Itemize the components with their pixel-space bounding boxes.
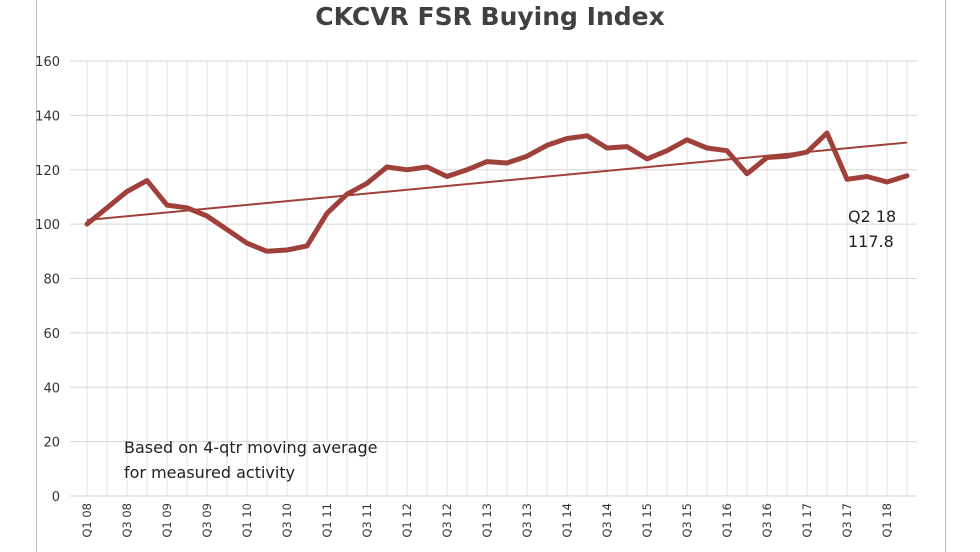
series-line [84,130,910,254]
y-tick-label: 20 [43,436,60,451]
x-tick-label: Q3 09 [200,503,214,538]
x-tick-label: Q1 10 [240,503,254,538]
y-tick-label: 160 [35,55,60,70]
x-tick-label: Q3 14 [600,503,614,538]
y-tick-label: 120 [35,164,60,179]
annotation-quarter: Q2 18 [848,207,897,226]
x-tick-label: Q1 09 [160,503,174,538]
x-tick-label: Q1 18 [880,503,894,538]
x-tick-label: Q1 15 [640,503,654,538]
x-tick-label: Q3 17 [840,503,854,538]
method-note-line-1: Based on 4-qtr moving average [124,438,378,457]
x-tick-label: Q1 12 [400,503,414,538]
y-tick-label: 0 [52,490,60,505]
y-tick-label: 60 [43,327,60,342]
x-axis-ticks: Q1 08 Q3 08 Q1 09 Q3 09 Q1 10 Q3 10 Q1 11 Q3 11… [80,503,894,538]
x-tick-label: Q1 11 [320,503,334,538]
x-tick-label: Q3 15 [680,503,694,538]
x-tick-label: Q1 16 [720,503,734,538]
y-tick-label: 140 [35,109,60,124]
y-tick-label: 100 [35,218,60,233]
x-tick-label: Q1 14 [560,503,574,538]
method-note: Based on 4-qtr moving average for measur… [124,435,377,485]
x-tick-label: Q1 13 [480,503,494,538]
x-tick-label: Q3 10 [280,503,294,538]
x-tick-label: Q3 12 [440,503,454,538]
method-note-line-2: for measured activity [124,463,296,482]
chart-title: CKCVR FSR Buying Index [315,2,665,31]
gridlines [70,60,917,497]
x-tick-label: Q1 08 [80,503,94,538]
y-axis-ticks: 0 20 40 60 80 100 120 140 160 [35,55,60,505]
x-tick-label: Q3 11 [360,503,374,538]
y-tick-label: 40 [43,381,60,396]
annotation-value: 117.8 [848,232,894,251]
x-tick-label: Q1 17 [800,503,814,538]
x-tick-label: Q3 16 [760,503,774,538]
chart-frame [36,0,946,552]
x-tick-label: Q3 13 [520,503,534,538]
y-tick-label: 80 [43,273,60,288]
value-annotation: Q2 18 117.8 [848,204,896,254]
x-tick-label: Q3 08 [120,503,134,538]
